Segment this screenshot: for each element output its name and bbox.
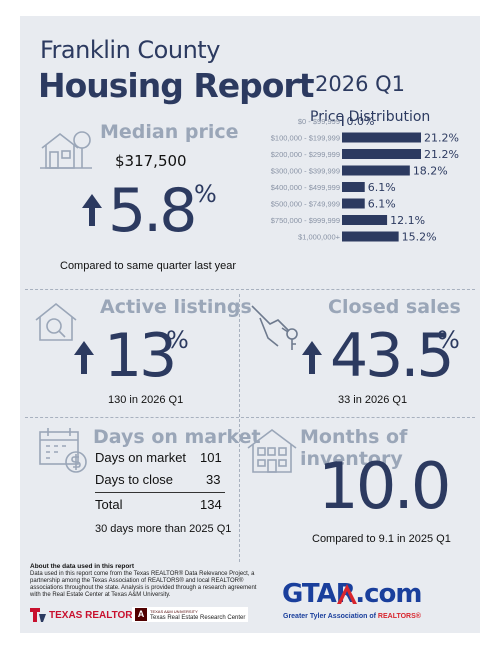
calendar-dollar-icon (39, 428, 87, 473)
median-price-title: Median price (100, 121, 239, 143)
dom-row-value-1: 101 (200, 450, 222, 465)
up-arrow-icon (74, 341, 94, 355)
up-arrow-icon (82, 194, 102, 208)
about-data-title: About the data used in this report (30, 563, 135, 570)
closed-sales-change: 43.5 (330, 321, 455, 391)
gtar-logo: GTAR.com (282, 579, 422, 609)
house-icon (247, 429, 297, 473)
median-price-pct: % (194, 180, 217, 208)
report-panel: Franklin County Housing Report 2026 Q1 M… (20, 16, 480, 633)
active-listings-pct: % (166, 326, 189, 354)
closed-sales-note: 33 in 2026 Q1 (338, 394, 408, 406)
months-inventory-note: Compared to 9.1 in 2025 Q1 (312, 533, 451, 545)
gtar-logo-text: GTAR.com (282, 579, 422, 609)
active-listings-note: 130 in 2026 Q1 (108, 394, 184, 406)
closed-sales-title: Closed sales (328, 296, 461, 318)
pd-value-label: 0.0% (347, 115, 375, 128)
dom-row-label-2: Days to close (95, 472, 174, 487)
divider-horizontal-2 (25, 417, 475, 418)
pd-value-label: 15.2% (402, 231, 437, 244)
price-distribution-chart: $0 - $99,999 0.0% $100,000 - $199,999 21.2%… (271, 115, 459, 244)
title-line-2: Housing Report (38, 66, 314, 105)
divider-horizontal-1 (25, 289, 475, 290)
days-on-market-title: Days on market (93, 426, 261, 448)
months-inventory-value: 10.0 (318, 450, 451, 524)
pd-category-label: $1,000,000+ (298, 233, 341, 242)
pd-bar (342, 182, 365, 192)
gtar-subtitle-a: Greater Tyler Association of (283, 613, 378, 620)
pd-category-label: $400,000 - $499,999 (271, 183, 340, 192)
tamu-logo: A TEXAS A&M UNIVERSITY Texas Real Estate… (132, 607, 249, 622)
dom-row-value-2: 33 (206, 472, 221, 487)
pd-category-label: $500,000 - $749,999 (271, 200, 340, 209)
tamu-mark-icon: A (135, 608, 147, 621)
gtar-roof-icon (337, 584, 357, 604)
texas-realtors-logo: TEXAS REALTORS (30, 608, 139, 622)
pd-bar (342, 215, 388, 225)
active-listings-title: Active listings (100, 296, 252, 318)
up-arrow-stem (89, 207, 95, 226)
key-hand-icon (251, 305, 298, 350)
texas-realtors-mark-icon (30, 608, 46, 622)
pd-bar (342, 165, 410, 176)
texas-realtors-logo-text: TEXAS REALTORS (49, 609, 140, 621)
pd-bar (342, 149, 421, 159)
pd-value-label: 18.2% (413, 165, 448, 178)
pd-value-label: 21.2% (424, 132, 459, 145)
tamu-logo-text: Texas Real Estate Research Center (150, 614, 246, 621)
pd-bar (342, 132, 421, 143)
gtar-subtitle: Greater Tyler Association of REALTORS® (283, 613, 421, 620)
median-price-note: Compared to same quarter last year (60, 260, 237, 272)
house-tree-icon (40, 131, 92, 169)
pd-bar (342, 198, 365, 209)
pd-category-label: $0 - $99,999 (298, 117, 340, 126)
pd-value-label: 21.2% (424, 148, 459, 161)
pd-bar (342, 231, 399, 242)
price-distribution-title: Price Distribution (310, 109, 431, 125)
up-arrow-stem (309, 354, 315, 374)
dom-row-label-1: Days on market (95, 450, 187, 465)
pd-value-label: 6.1% (368, 198, 396, 211)
pd-bar (342, 116, 344, 126)
gtar-subtitle-b: REALTORS® (377, 613, 421, 620)
report-period: 2026 Q1 (315, 72, 406, 96)
up-arrow-stem (81, 354, 87, 374)
pd-category-label: $100,000 - $199,999 (271, 134, 340, 143)
pd-value-label: 6.1% (368, 181, 396, 194)
dom-total-rule (95, 492, 225, 493)
median-price-value: $317,500 (115, 152, 187, 170)
divider-vertical (239, 294, 240, 562)
dom-total-label: Total (95, 497, 123, 512)
title-line-1: Franklin County (40, 36, 220, 64)
pd-category-label: $750,000 - $999,999 (271, 216, 340, 225)
pd-category-label: $300,000 - $399,999 (271, 167, 340, 176)
about-data-text: Data used in this report come from the T… (30, 571, 257, 598)
median-price-change: 5.8 (108, 176, 197, 246)
closed-sales-pct: % (437, 326, 460, 354)
days-on-market-note: 30 days more than 2025 Q1 (95, 523, 232, 535)
months-inventory-title: Months of inventory (300, 426, 408, 470)
house-search-icon (35, 302, 77, 341)
active-listings-change: 13 (104, 321, 177, 391)
pd-category-label: $200,000 - $299,999 (271, 150, 340, 159)
up-arrow-icon (302, 341, 322, 355)
dom-total-value: 134 (200, 497, 222, 512)
pd-value-label: 12.1% (390, 214, 425, 227)
tamu-small-text: TEXAS A&M UNIVERSITY (150, 608, 198, 614)
